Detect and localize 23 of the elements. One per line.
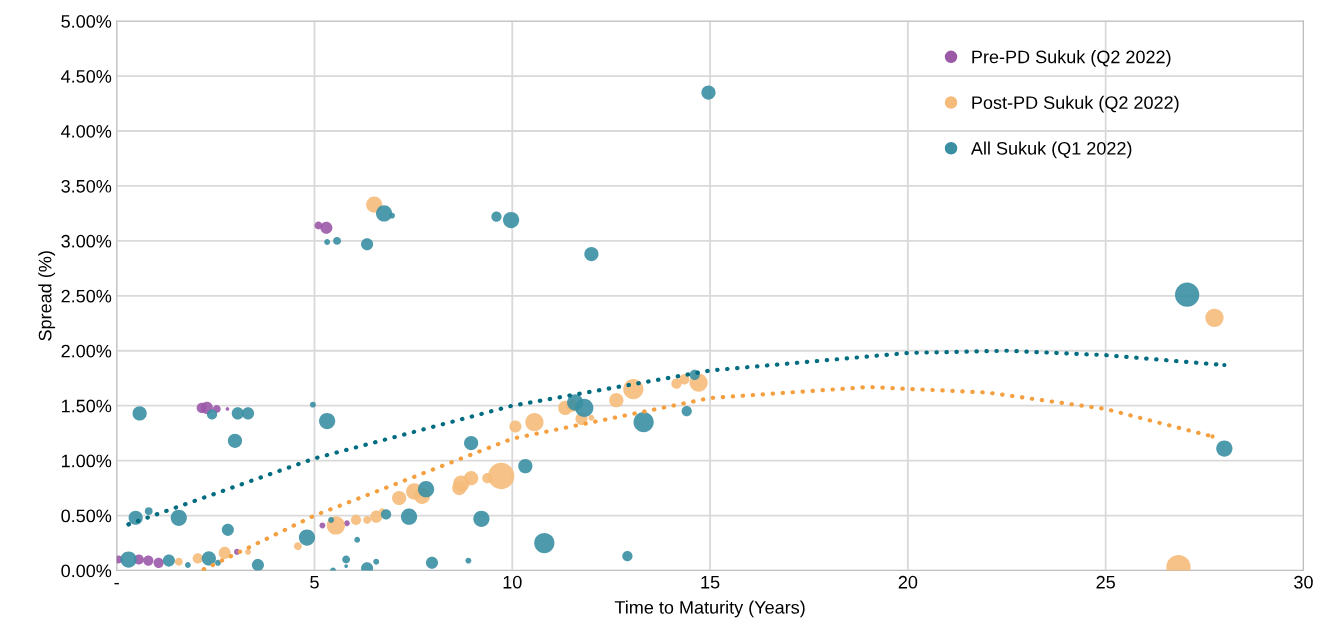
x-tick-label: 30 xyxy=(1294,575,1313,589)
legend-label: Post-PD Sukuk (Q2 2022) xyxy=(972,95,1179,113)
y-tick-label: 0.50% xyxy=(61,509,112,523)
y-tick-label: 4.50% xyxy=(61,70,112,83)
x-tick-label: 25 xyxy=(1096,575,1115,589)
y-tick-label: 1.00% xyxy=(62,454,112,468)
y-tick-label: 4.00% xyxy=(61,124,112,138)
y-tick-label: 3.50% xyxy=(61,179,112,193)
x-tick-label: - xyxy=(114,582,119,585)
y-tick-label: 2.00% xyxy=(61,344,112,358)
x-tick-label: 5 xyxy=(310,576,319,589)
x-axis-title: Time to Maturity (Years) xyxy=(614,600,805,618)
y-tick-label: 2.50% xyxy=(61,289,112,303)
x-tick-label: 10 xyxy=(503,575,522,589)
legend-label: All Sukuk (Q1 2022) xyxy=(970,141,1132,159)
legend-label: Pre-PD Sukuk (Q2 2022) xyxy=(972,50,1171,67)
y-tick-label: 5.00% xyxy=(61,15,112,28)
y-tick-label: 3.00% xyxy=(61,234,112,248)
y-tick-label: 1.50% xyxy=(62,399,112,413)
y-axis-title: Spread (%) xyxy=(38,251,56,341)
x-tick-label: 15 xyxy=(701,576,720,589)
y-tick-label: 0.00% xyxy=(61,564,112,578)
x-tick-label: 20 xyxy=(898,575,918,589)
